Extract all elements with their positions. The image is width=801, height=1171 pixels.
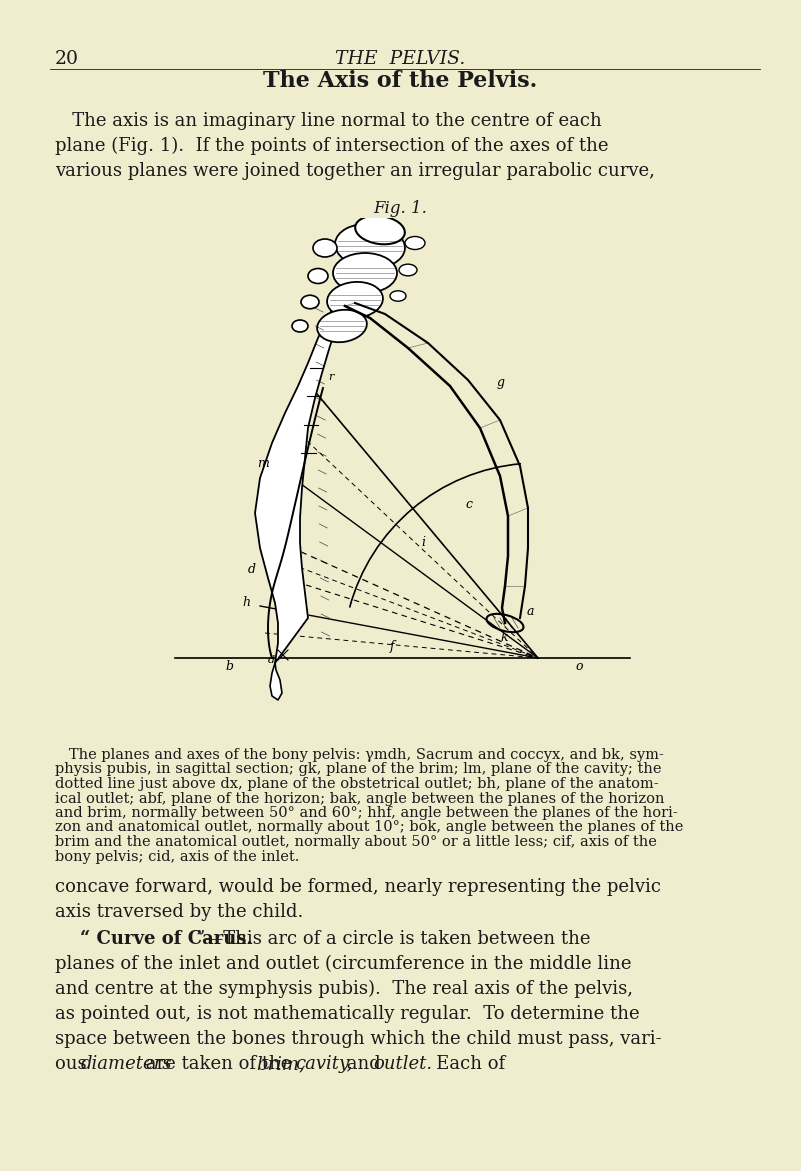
- Text: plane (Fig. 1).  If the points of intersection of the axes of the: plane (Fig. 1). If the points of interse…: [55, 137, 609, 156]
- Text: planes of the inlet and outlet (circumference in the middle line: planes of the inlet and outlet (circumfe…: [55, 956, 631, 973]
- Text: f: f: [390, 641, 395, 653]
- Ellipse shape: [390, 290, 406, 301]
- Ellipse shape: [355, 215, 405, 245]
- Text: r: r: [328, 372, 333, 382]
- Text: The Axis of the Pelvis.: The Axis of the Pelvis.: [263, 70, 537, 93]
- Text: as pointed out, is not mathematically regular.  To determine the: as pointed out, is not mathematically re…: [55, 1005, 640, 1023]
- Text: g: g: [497, 376, 505, 389]
- Text: axis traversed by the child.: axis traversed by the child.: [55, 903, 304, 922]
- Text: d: d: [268, 655, 275, 665]
- Text: a: a: [527, 605, 534, 618]
- Text: c: c: [465, 498, 472, 511]
- Ellipse shape: [327, 282, 383, 319]
- Ellipse shape: [335, 224, 405, 268]
- Text: outlet.: outlet.: [373, 1055, 433, 1073]
- Ellipse shape: [292, 320, 308, 333]
- Text: dotted line just above dx, plane of the obstetrical outlet; bh, plane of the ana: dotted line just above dx, plane of the …: [55, 778, 658, 790]
- Text: zon and anatomical outlet, normally about 10°; bok, angle between the planes of : zon and anatomical outlet, normally abou…: [55, 821, 683, 835]
- Text: various planes were joined together an irregular parabolic curve,: various planes were joined together an i…: [55, 162, 655, 180]
- Text: THE  PELVIS.: THE PELVIS.: [335, 50, 465, 68]
- Text: diameters: diameters: [81, 1055, 172, 1073]
- Text: and brim, normally between 50° and 60°; hhf, angle between the planes of the hor: and brim, normally between 50° and 60°; …: [55, 806, 678, 820]
- Text: concave forward, would be formed, nearly representing the pelvic: concave forward, would be formed, nearly…: [55, 878, 661, 896]
- Text: d: d: [248, 563, 256, 576]
- Ellipse shape: [301, 295, 319, 309]
- Ellipse shape: [399, 265, 417, 276]
- Text: o: o: [575, 660, 582, 673]
- Ellipse shape: [317, 310, 367, 342]
- Text: bony pelvis; cid, axis of the inlet.: bony pelvis; cid, axis of the inlet.: [55, 849, 300, 863]
- Text: space between the bones through which the child must pass, vari-: space between the bones through which th…: [55, 1030, 662, 1048]
- Text: m: m: [257, 457, 269, 470]
- Text: are taken of the: are taken of the: [139, 1055, 296, 1073]
- Ellipse shape: [313, 239, 337, 256]
- Text: cavity,: cavity,: [296, 1055, 353, 1073]
- Text: Fig. 1.: Fig. 1.: [373, 200, 427, 217]
- Text: h: h: [242, 596, 250, 609]
- Text: brim,: brim,: [256, 1055, 305, 1073]
- Text: ous: ous: [55, 1055, 92, 1073]
- Polygon shape: [255, 303, 345, 663]
- Text: The planes and axes of the bony pelvis: γmdh, Sacrum and coccyx, and bk, sym-: The planes and axes of the bony pelvis: …: [55, 748, 664, 762]
- Text: ical outlet; abf, plane of the horizon; bak, angle between the planes of the hor: ical outlet; abf, plane of the horizon; …: [55, 792, 665, 806]
- Ellipse shape: [308, 268, 328, 283]
- Text: physis pubis, in sagittal section; gk, plane of the brim; lm, plane of the cavit: physis pubis, in sagittal section; gk, p…: [55, 762, 662, 776]
- Text: “ Curve of Carus.: “ Curve of Carus.: [80, 930, 253, 949]
- Polygon shape: [270, 663, 282, 700]
- Text: The axis is an imaginary line normal to the centre of each: The axis is an imaginary line normal to …: [55, 112, 602, 130]
- Text: brim and the anatomical outlet, normally about 50° or a little less; cif, axis o: brim and the anatomical outlet, normally…: [55, 835, 657, 849]
- Text: k: k: [500, 631, 508, 644]
- Text: and: and: [341, 1055, 387, 1073]
- Text: Each of: Each of: [419, 1055, 505, 1073]
- Text: b: b: [225, 660, 233, 673]
- Ellipse shape: [405, 237, 425, 249]
- Text: ”—This arc of a circle is taken between the: ”—This arc of a circle is taken between …: [195, 930, 590, 949]
- Ellipse shape: [333, 253, 397, 293]
- Text: and centre at the symphysis pubis).  The real axis of the pelvis,: and centre at the symphysis pubis). The …: [55, 980, 633, 998]
- Text: 20: 20: [55, 50, 79, 68]
- Text: i: i: [421, 536, 425, 549]
